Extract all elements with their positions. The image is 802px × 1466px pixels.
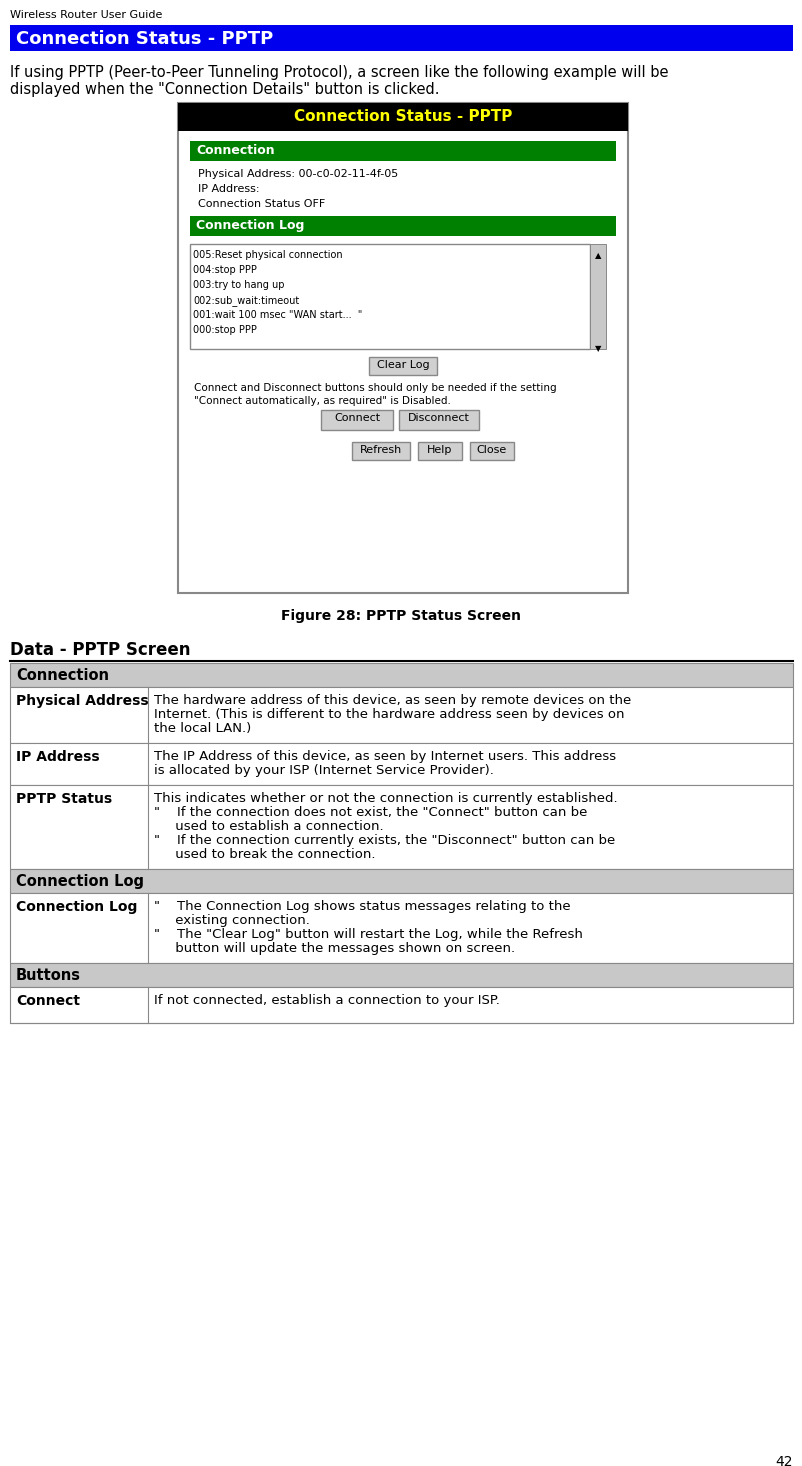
- Text: is allocated by your ISP (Internet Service Provider).: is allocated by your ISP (Internet Servi…: [154, 764, 493, 777]
- Text: Physical Address: Physical Address: [16, 693, 148, 708]
- Text: ▼: ▼: [594, 345, 601, 353]
- Text: the local LAN.): the local LAN.): [154, 721, 251, 734]
- Text: "    The "Clear Log" button will restart the Log, while the Refresh: " The "Clear Log" button will restart th…: [154, 928, 582, 941]
- Text: used to establish a connection.: used to establish a connection.: [154, 819, 383, 833]
- Text: Internet. (This is different to the hardware address seen by devices on: Internet. (This is different to the hard…: [154, 708, 624, 721]
- Bar: [10, 963, 792, 987]
- Text: Clear Log: Clear Log: [376, 361, 429, 369]
- Bar: [178, 103, 627, 594]
- Text: Connection: Connection: [16, 668, 109, 683]
- Text: 003:try to hang up: 003:try to hang up: [192, 280, 284, 290]
- Text: If not connected, establish a connection to your ISP.: If not connected, establish a connection…: [154, 994, 500, 1007]
- Text: 001:wait 100 msec "WAN start...  ": 001:wait 100 msec "WAN start... ": [192, 309, 362, 320]
- Text: Help: Help: [427, 446, 452, 454]
- Text: The hardware address of this device, as seen by remote devices on the: The hardware address of this device, as …: [154, 693, 630, 707]
- Bar: [589, 243, 606, 349]
- Bar: [351, 443, 410, 460]
- Text: Connection Status - PPTP: Connection Status - PPTP: [16, 29, 273, 48]
- Text: Connection Status OFF: Connection Status OFF: [198, 199, 325, 210]
- Text: Connection Status - PPTP: Connection Status - PPTP: [294, 108, 512, 125]
- Bar: [321, 410, 392, 430]
- Bar: [10, 784, 792, 869]
- Text: displayed when the "Connection Details" button is clicked.: displayed when the "Connection Details" …: [10, 82, 439, 97]
- Bar: [10, 869, 792, 893]
- Text: The IP Address of this device, as seen by Internet users. This address: The IP Address of this device, as seen b…: [154, 751, 615, 762]
- Bar: [178, 103, 627, 130]
- Text: "Connect automatically, as required" is Disabled.: "Connect automatically, as required" is …: [194, 396, 450, 406]
- Bar: [190, 216, 615, 236]
- Bar: [369, 358, 436, 375]
- Bar: [190, 243, 589, 349]
- Text: 002:sub_wait:timeout: 002:sub_wait:timeout: [192, 295, 299, 306]
- Text: Disconnect: Disconnect: [407, 413, 469, 424]
- Text: Connect and Disconnect buttons should only be needed if the setting: Connect and Disconnect buttons should on…: [194, 383, 556, 393]
- Bar: [190, 141, 615, 161]
- Text: PPTP Status: PPTP Status: [16, 792, 112, 806]
- Text: Wireless Router User Guide: Wireless Router User Guide: [10, 10, 162, 21]
- Bar: [399, 410, 479, 430]
- Text: Buttons: Buttons: [16, 968, 81, 984]
- Bar: [10, 663, 792, 688]
- Text: Connect: Connect: [334, 413, 379, 424]
- Bar: [180, 130, 626, 591]
- Text: Close: Close: [476, 446, 507, 454]
- Text: 005:Reset physical connection: 005:Reset physical connection: [192, 251, 342, 259]
- Text: "    The Connection Log shows status messages relating to the: " The Connection Log shows status messag…: [154, 900, 570, 913]
- Bar: [10, 25, 792, 51]
- Bar: [10, 688, 792, 743]
- Text: existing connection.: existing connection.: [154, 913, 310, 927]
- Text: Refresh: Refresh: [359, 446, 402, 454]
- Text: IP Address: IP Address: [16, 751, 99, 764]
- Text: If using PPTP (Peer-to-Peer Tunneling Protocol), a screen like the following exa: If using PPTP (Peer-to-Peer Tunneling Pr…: [10, 65, 668, 81]
- Text: Physical Address: 00-c0-02-11-4f-05: Physical Address: 00-c0-02-11-4f-05: [198, 169, 398, 179]
- Text: used to break the connection.: used to break the connection.: [154, 847, 375, 861]
- Bar: [418, 443, 461, 460]
- Text: Figure 28: PPTP Status Screen: Figure 28: PPTP Status Screen: [282, 608, 520, 623]
- Text: button will update the messages shown on screen.: button will update the messages shown on…: [154, 943, 515, 954]
- Text: Data - PPTP Screen: Data - PPTP Screen: [10, 641, 190, 660]
- Text: Connection: Connection: [196, 144, 274, 157]
- Text: Connection Log: Connection Log: [16, 900, 137, 913]
- Bar: [10, 743, 792, 784]
- Bar: [10, 893, 792, 963]
- Text: 42: 42: [775, 1454, 792, 1466]
- Text: Connect: Connect: [16, 994, 80, 1009]
- Text: Connection Log: Connection Log: [16, 874, 144, 888]
- Text: "    If the connection currently exists, the "Disconnect" button can be: " If the connection currently exists, th…: [154, 834, 614, 847]
- Text: IP Address:: IP Address:: [198, 185, 259, 194]
- Text: 000:stop PPP: 000:stop PPP: [192, 325, 257, 336]
- Bar: [469, 443, 513, 460]
- Bar: [10, 987, 792, 1023]
- Text: 004:stop PPP: 004:stop PPP: [192, 265, 257, 276]
- Text: Connection Log: Connection Log: [196, 218, 304, 232]
- Text: This indicates whether or not the connection is currently established.: This indicates whether or not the connec…: [154, 792, 617, 805]
- Text: "    If the connection does not exist, the "Connect" button can be: " If the connection does not exist, the …: [154, 806, 586, 819]
- Text: ▲: ▲: [594, 251, 601, 259]
